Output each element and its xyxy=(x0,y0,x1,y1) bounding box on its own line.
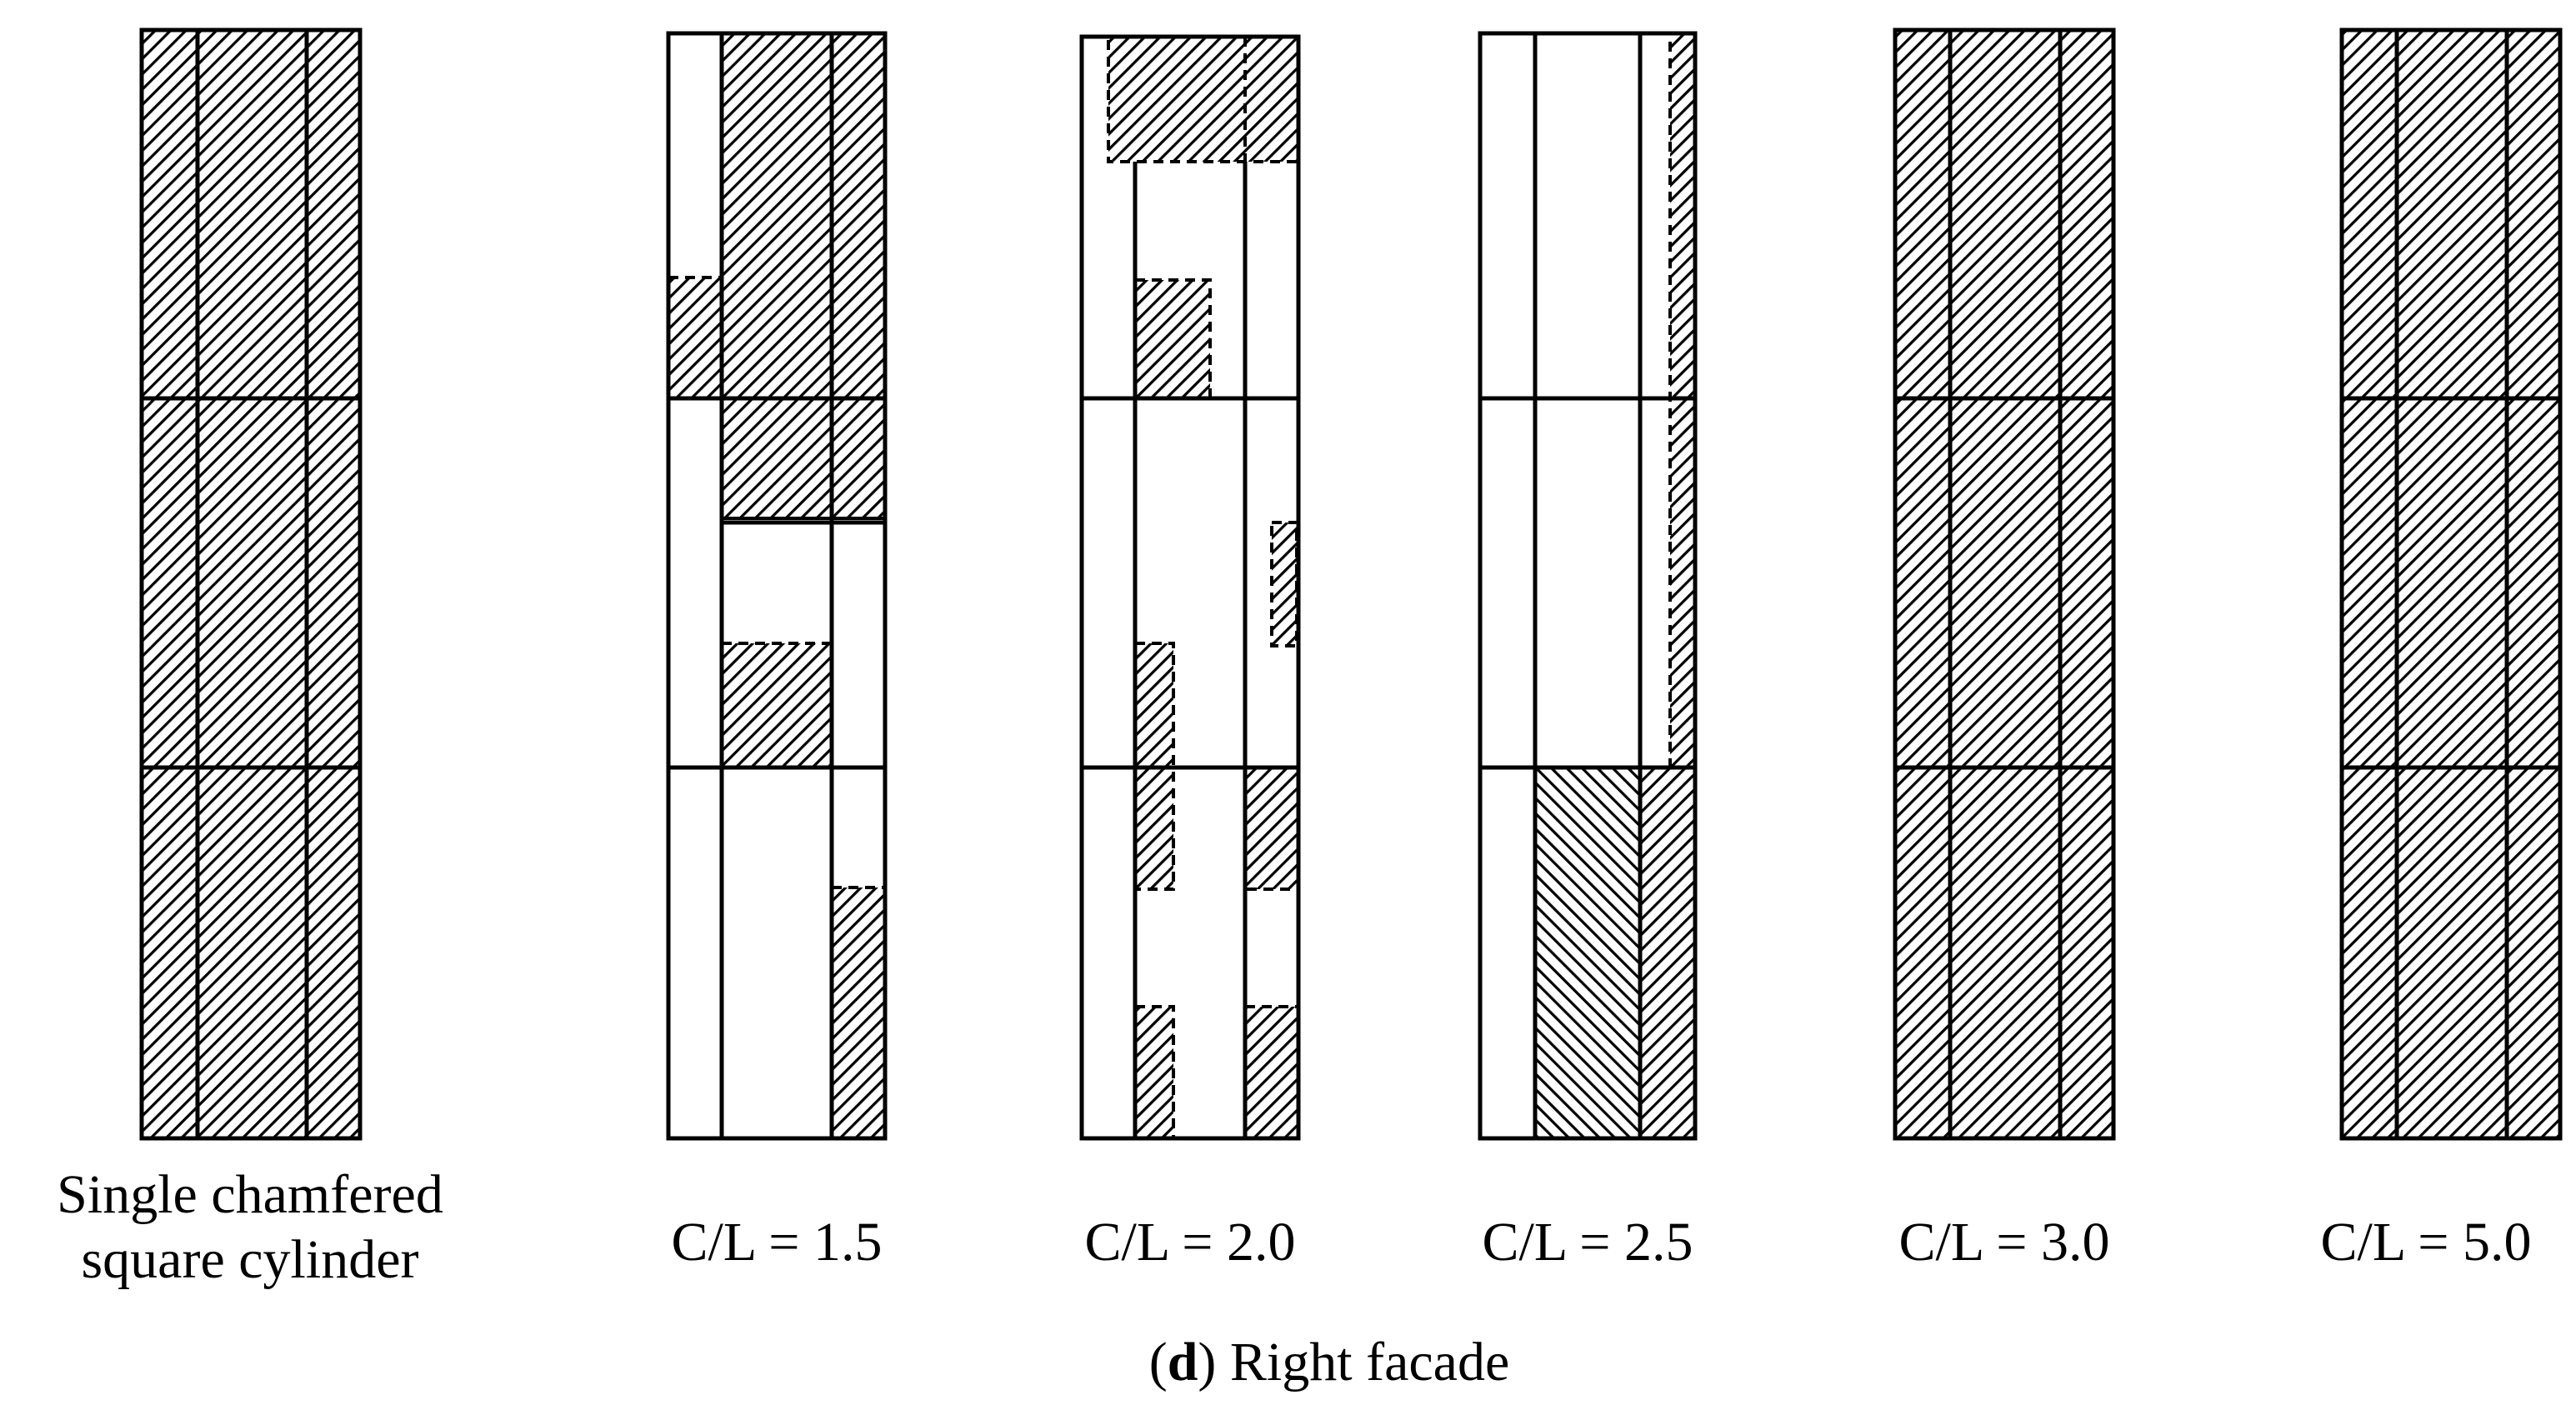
hatch-region xyxy=(720,32,887,520)
panel-label-single: Single chamfered square cylinder xyxy=(0,1162,500,1292)
panel-label-cl-5-0: C/L = 5.0 xyxy=(2320,1212,2532,1272)
panel-cl-2-0 xyxy=(1079,34,1301,1141)
hatch-region xyxy=(1638,766,1697,1140)
hatch-region xyxy=(1243,766,1300,891)
hatch-region xyxy=(2339,28,2563,1141)
caption-text: Right facade xyxy=(1216,1332,1510,1392)
hatch-region xyxy=(1243,1005,1300,1140)
hatch-region xyxy=(1133,278,1212,400)
hatch-region xyxy=(1270,521,1298,648)
hatch-region xyxy=(667,276,723,400)
panel-cl-2-5 xyxy=(1478,31,1698,1141)
panel-label-cl-2-5: C/L = 2.5 xyxy=(1482,1212,1693,1272)
panel-label-cl-3-0: C/L = 3.0 xyxy=(1898,1212,2110,1272)
hatch-region xyxy=(720,642,833,769)
hatch-region xyxy=(1107,35,1300,163)
panel-label-line: square cylinder xyxy=(81,1228,419,1290)
hatch-region xyxy=(1133,1005,1175,1140)
hatch-region xyxy=(1533,766,1642,1140)
outline xyxy=(1079,34,1301,1141)
panel-cl-3-0 xyxy=(1893,28,2116,1141)
caption-open: ( xyxy=(1148,1332,1168,1392)
hatch-region xyxy=(139,28,363,1141)
hatch-region xyxy=(1893,28,2116,1141)
outline xyxy=(1478,31,1698,1141)
panel-single-chamfered xyxy=(139,28,363,1141)
panel-cl-5-0 xyxy=(2339,28,2563,1141)
panel-cl-1-5 xyxy=(666,31,888,1141)
panel-label-cl-2-0: C/L = 2.0 xyxy=(1084,1212,1296,1272)
caption-letter: d xyxy=(1167,1332,1198,1392)
outline xyxy=(666,31,888,1141)
figure-caption: (d) Right facade xyxy=(913,1330,1746,1395)
caption-close: ) xyxy=(1198,1332,1217,1392)
panel-label-line: Single chamfered xyxy=(57,1164,443,1225)
hatch-region xyxy=(830,886,887,1140)
panel-label-cl-1-5: C/L = 1.5 xyxy=(671,1212,883,1272)
